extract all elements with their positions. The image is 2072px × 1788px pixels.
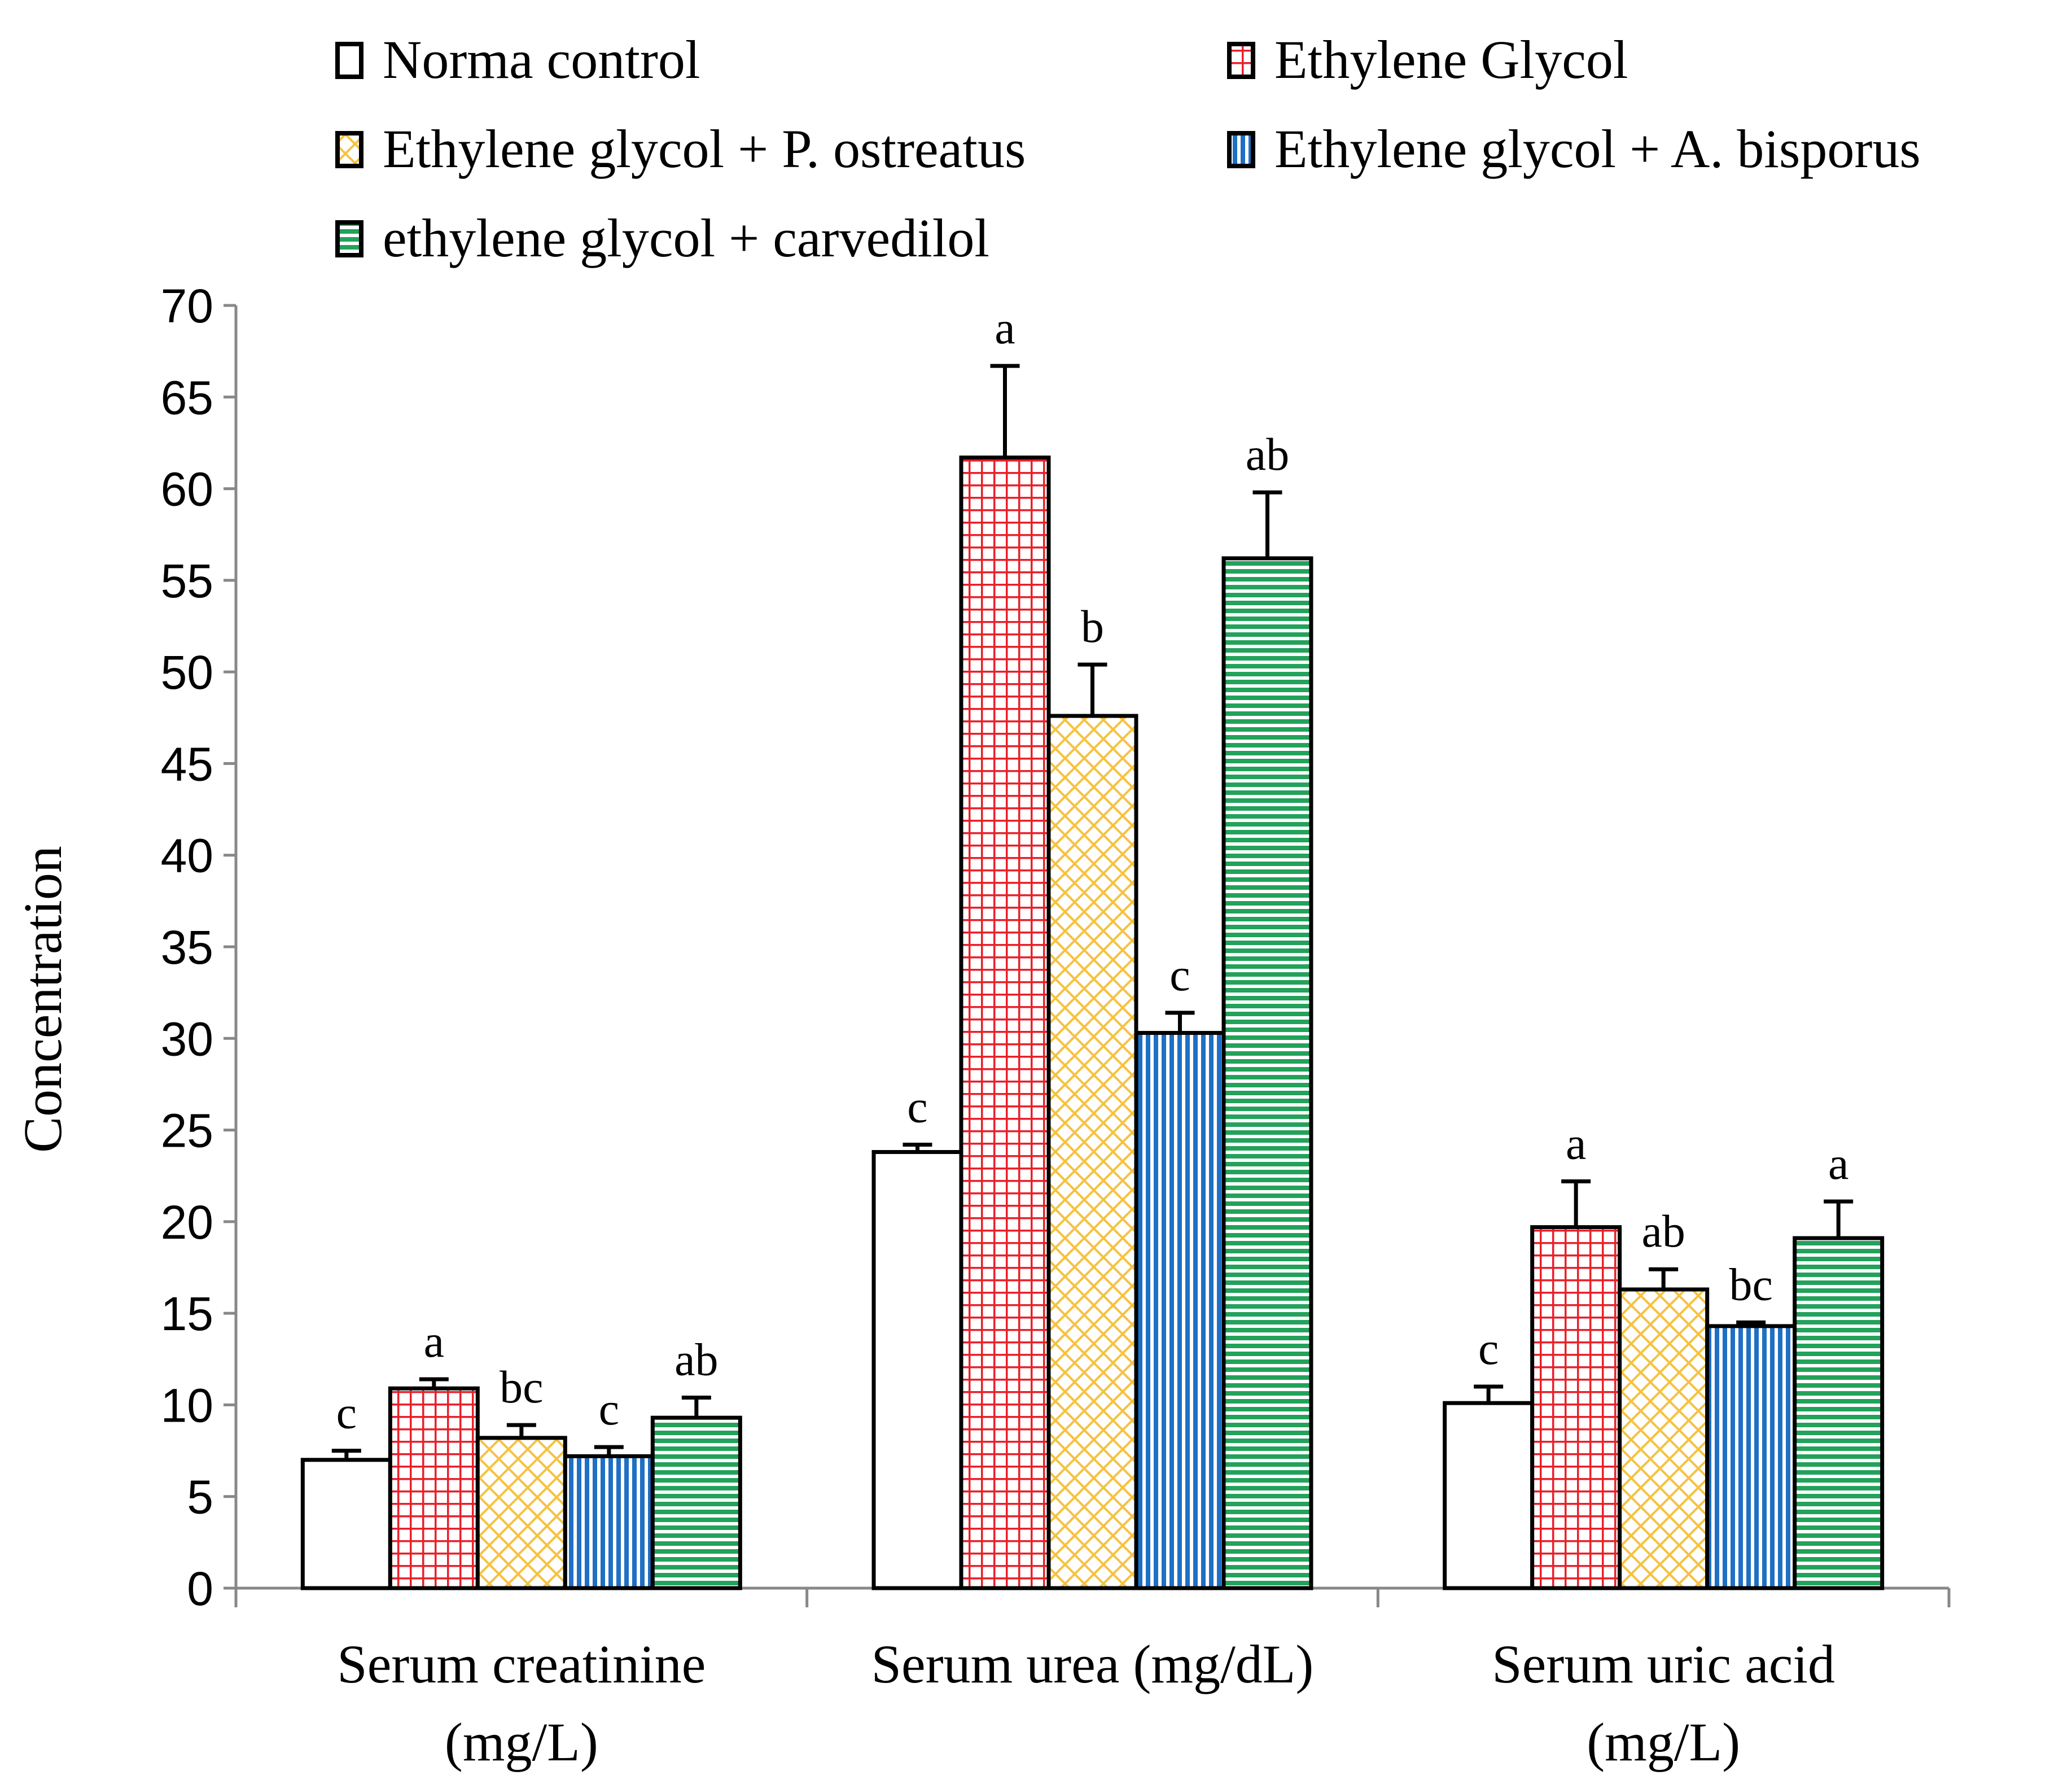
legend-swatch-ethylene-glycol — [1227, 42, 1255, 79]
bar — [1221, 556, 1313, 1590]
y-axis-label: Concentration — [12, 846, 73, 1153]
x-ticks — [234, 1588, 1951, 1607]
legend-label-a-bisporus: Ethylene glycol + A. bisporus — [1274, 119, 1921, 179]
y-tick-label: 15 — [161, 1287, 213, 1340]
y-tick-label: 35 — [161, 921, 213, 974]
legend-item: ethylene glycol + carvedilol — [335, 208, 989, 268]
bar — [475, 1436, 567, 1590]
x-tick-label: Serum uric acid — [1492, 1634, 1835, 1694]
legend-label-norma-control: Norma control — [383, 29, 700, 90]
legend-swatch-a-bisporus — [1227, 131, 1255, 168]
significance-letter: b — [1081, 601, 1104, 652]
legend-item: Ethylene glycol + P. ostreatus — [335, 119, 1026, 179]
significance-letter: ab — [1641, 1205, 1685, 1257]
bar — [1134, 1031, 1226, 1590]
bar — [1443, 1401, 1535, 1590]
x-tick-label: (mg/L) — [445, 1712, 598, 1772]
y-ticks: 0 5 10 15 20 25 30 35 40 45 50 55 60 65 70 — [161, 279, 236, 1615]
y-tick-label: 0 — [187, 1562, 213, 1615]
bar — [650, 1415, 742, 1590]
x-tick-label: Serum creatinine — [337, 1634, 706, 1694]
legend-swatch-norma-control — [335, 42, 363, 79]
bar — [959, 455, 1051, 1590]
bar — [1046, 714, 1138, 1590]
significance-letter: c — [1478, 1323, 1499, 1374]
y-tick-label: 70 — [161, 279, 213, 333]
significance-letter: bc — [1729, 1258, 1772, 1310]
y-tick-label: 40 — [161, 829, 213, 882]
significance-letter: bc — [500, 1361, 543, 1413]
significance-letter: c — [1169, 949, 1190, 1000]
bar — [871, 1150, 963, 1590]
legend-item: Ethylene glycol + A. bisporus — [1227, 119, 1921, 179]
category-labels: Serum creatinine (mg/L) Serum urea (mg/dL)… — [337, 1634, 1835, 1772]
legend-item: Norma control — [335, 29, 700, 90]
y-tick-label: 5 — [187, 1471, 213, 1524]
y-tick-label: 30 — [161, 1012, 213, 1065]
legend-swatch-carvedilol — [335, 220, 363, 257]
significance-letter: c — [336, 1387, 357, 1439]
significance-letter: a — [1566, 1117, 1586, 1169]
significance-letter: a — [1828, 1138, 1848, 1189]
bar — [1705, 1324, 1797, 1590]
significance-letter: ab — [1246, 429, 1289, 480]
bar — [388, 1386, 480, 1590]
legend-item: Ethylene Glycol — [1227, 29, 1628, 90]
significance-letter: c — [907, 1081, 927, 1133]
y-tick-label: 10 — [161, 1379, 213, 1432]
y-tick-label: 60 — [161, 463, 213, 516]
legend-swatch-p-ostreatus — [335, 131, 363, 168]
y-tick-label: 25 — [161, 1104, 213, 1157]
bar — [1793, 1236, 1885, 1590]
y-tick-label: 20 — [161, 1196, 213, 1249]
significance-letter: ab — [674, 1334, 718, 1385]
y-tick-label: 45 — [161, 737, 213, 790]
bar — [300, 1458, 392, 1590]
bar — [1618, 1287, 1710, 1590]
bar — [1530, 1225, 1622, 1590]
legend: Norma control Ethylene Glycol Ethylene g… — [335, 29, 1921, 268]
legend-label-p-ostreatus: Ethylene glycol + P. ostreatus — [383, 119, 1026, 179]
y-tick-label: 65 — [161, 371, 213, 424]
error-bars — [331, 364, 1854, 1460]
bar — [563, 1454, 655, 1590]
significance-letter: c — [599, 1383, 619, 1435]
bars — [300, 455, 1885, 1590]
significance-letter: a — [424, 1315, 444, 1367]
y-tick-label: 50 — [161, 646, 213, 699]
significance-letter: a — [995, 302, 1015, 353]
legend-label-carvedilol: ethylene glycol + carvedilol — [383, 208, 989, 268]
legend-label-ethylene-glycol: Ethylene Glycol — [1274, 29, 1628, 90]
x-tick-label: Serum urea (mg/dL) — [871, 1634, 1314, 1694]
x-tick-label: (mg/L) — [1587, 1712, 1740, 1772]
y-tick-label: 55 — [161, 554, 213, 607]
